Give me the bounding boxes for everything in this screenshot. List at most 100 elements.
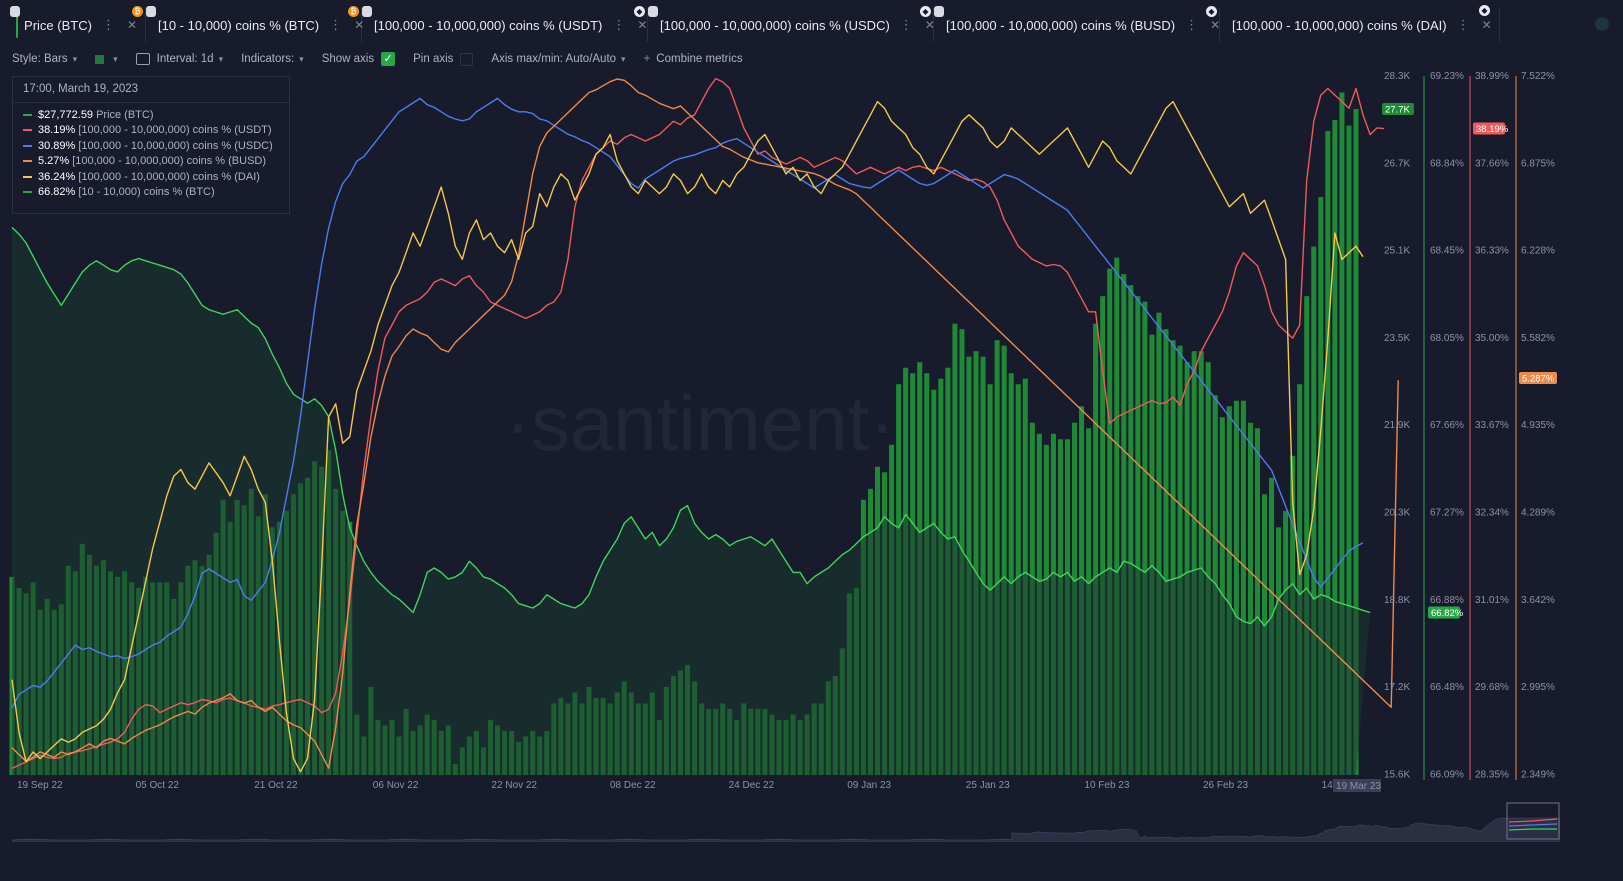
more-options-icon[interactable]: ⋮: [1185, 17, 1199, 32]
legend-row: 30.89% [100,000 - 10,000,000) coins % (US…: [13, 138, 289, 154]
price-bar: [1008, 373, 1014, 775]
legend-row: $27,772.59 Price (BTC): [13, 107, 289, 123]
color-dropdown[interactable]: ▾: [95, 54, 118, 65]
price-bar: [980, 356, 986, 775]
chevron-down-icon: ▾: [113, 53, 118, 64]
interval-dropdown[interactable]: Interval: 1d ▾: [135, 53, 223, 65]
pin-axis-toggle[interactable]: Pin axis: [413, 52, 474, 66]
x-tick-label: 19 Sep 22: [17, 780, 63, 791]
legend-row: 38.19% [100,000 - 10,000,000) coins % (US…: [13, 123, 289, 139]
current-value-label: 38.19%: [1476, 124, 1509, 135]
checkbox-checked-icon[interactable]: ✓: [381, 52, 396, 66]
tab-label: [10 - 10,000) coins % (BTC): [158, 17, 320, 33]
x-tick-label: 21 Oct 22: [254, 780, 298, 791]
price-bar: [1128, 285, 1134, 775]
metric-tab[interactable]: ◆ [100,000 - 10,000,000) coins % (BUSD) ⋮ ✕: [920, 6, 1221, 42]
color-swatch-icon: [95, 54, 105, 64]
settings-dot-icon[interactable]: [1595, 17, 1609, 31]
lock-icon: [362, 6, 372, 17]
pin-axis-label: Pin axis: [413, 53, 454, 65]
price-bar: [1240, 400, 1246, 775]
checkbox-empty-icon[interactable]: [460, 52, 474, 66]
legend-value: $27,772.59: [38, 108, 94, 121]
axis-tick-label: 15.6K: [1384, 769, 1410, 780]
calendar-icon: [135, 53, 150, 65]
axis-tick-label: 5.582%: [1521, 333, 1555, 344]
ethereum-icon: ◆: [1206, 6, 1217, 17]
legend-value: 30.89%: [38, 139, 76, 152]
price-bar: [1205, 362, 1211, 775]
axis-tick-label: 2.349%: [1521, 769, 1555, 780]
navigator-handle[interactable]: [1506, 802, 1560, 840]
legend-swatch: [23, 144, 32, 147]
interval-label: Interval: 1d: [156, 53, 214, 65]
x-highlight-label: 19 Mar 23: [1336, 781, 1381, 792]
axis-tick-label: 29.68%: [1475, 682, 1509, 693]
x-tick-label: 26 Feb 23: [1203, 780, 1248, 791]
legend-value: 5.27%: [38, 155, 70, 168]
ethereum-icon: ◆: [920, 6, 931, 17]
bitcoin-icon: ₿: [132, 6, 143, 17]
price-bar: [1149, 334, 1155, 775]
metric-tab[interactable]: ₿ [10 - 10,000) coins % (BTC) ⋮ ✕: [132, 6, 365, 42]
metric-tab[interactable]: Price (BTC) ⋮ ✕: [10, 6, 146, 42]
legend-name: [10 - 10,000) coins % (BTC): [78, 186, 215, 199]
price-bar: [994, 340, 1000, 775]
close-icon[interactable]: ✕: [1481, 18, 1492, 32]
price-bar: [1198, 351, 1204, 775]
axis-tick-label: 17.2K: [1384, 682, 1410, 693]
navigator-mini-line: [1508, 828, 1557, 831]
more-options-icon[interactable]: ⋮: [329, 17, 343, 32]
tab-color-stripe: [16, 12, 19, 38]
legend-value: 66.82%: [38, 186, 76, 199]
lock-icon: [934, 6, 944, 17]
current-value-pill: [1382, 103, 1414, 116]
axis-tick-label: 31.01%: [1475, 595, 1509, 606]
range-navigator[interactable]: [12, 800, 1560, 842]
price-bar: [1156, 312, 1162, 775]
x-highlight-box: [1333, 779, 1381, 792]
style-dropdown[interactable]: Style: Bars ▾: [12, 53, 77, 65]
show-axis-toggle[interactable]: Show axis ✓: [322, 52, 396, 66]
metric-tab[interactable]: ◆ [100,000 - 10,000,000) coins % (DAI) ⋮ ✕: [1206, 6, 1500, 42]
close-icon[interactable]: ✕: [924, 18, 935, 32]
price-bar: [1191, 351, 1197, 775]
close-icon[interactable]: ✕: [354, 18, 365, 32]
legend-row: 66.82% [10 - 10,000) coins % (BTC): [13, 185, 289, 201]
axis-tick-label: 37.66%: [1475, 158, 1509, 169]
axis-tick-label: 3.642%: [1521, 595, 1555, 606]
price-bar: [1247, 422, 1253, 775]
axis-tick-label: 67.66%: [1430, 420, 1464, 431]
price-bar: [1093, 323, 1099, 775]
close-icon[interactable]: ✕: [637, 18, 648, 32]
more-options-icon[interactable]: ⋮: [612, 17, 626, 32]
metric-tab[interactable]: ₿ [100,000 - 10,000,000) coins % (USDT) ⋮ ✕: [348, 6, 648, 42]
more-options-icon[interactable]: ⋮: [101, 17, 115, 32]
price-bar: [1226, 406, 1232, 775]
axis-minmax-label: Axis max/min: Auto/Auto: [491, 53, 617, 65]
axis-tick-label: 32.34%: [1475, 508, 1509, 519]
legend-name: [100,000 - 10,000,000) coins % (USDC): [78, 139, 273, 152]
price-bar: [1163, 329, 1169, 775]
tab-label: Price (BTC): [24, 17, 92, 33]
tab-label: [100,000 - 10,000,000) coins % (BUSD): [946, 17, 1176, 33]
x-tick-label: 24 Dec 22: [729, 780, 775, 791]
close-icon[interactable]: ✕: [126, 18, 137, 32]
more-options-icon[interactable]: ⋮: [1456, 17, 1470, 32]
close-icon[interactable]: ✕: [1210, 18, 1221, 32]
axis-tick-label: 2.995%: [1521, 682, 1555, 693]
ethereum-icon: ◆: [1479, 5, 1490, 16]
x-tick-label: 08 Dec 22: [610, 780, 656, 791]
axis-tick-label: 6.228%: [1521, 246, 1555, 257]
more-options-icon[interactable]: ⋮: [899, 17, 913, 32]
axis-minmax-dropdown[interactable]: Axis max/min: Auto/Auto ▾: [491, 53, 625, 65]
legend-swatch: [23, 175, 32, 178]
x-axis: 19 Sep 22 05 Oct 22 21 Oct 22 06 Nov 22 22 N…: [17, 779, 1381, 792]
indicators-dropdown[interactable]: Indicators: ▾: [241, 53, 304, 65]
legend-timestamp: 17:00, March 19, 2023: [13, 77, 289, 103]
price-bar: [1353, 109, 1359, 775]
metric-tab[interactable]: ◆ [100,000 - 10,000,000) coins % (USDC) ⋮ ✕: [634, 6, 935, 42]
legend-swatch: [23, 191, 32, 194]
combine-metrics-button[interactable]: + Combine metrics: [644, 53, 743, 65]
